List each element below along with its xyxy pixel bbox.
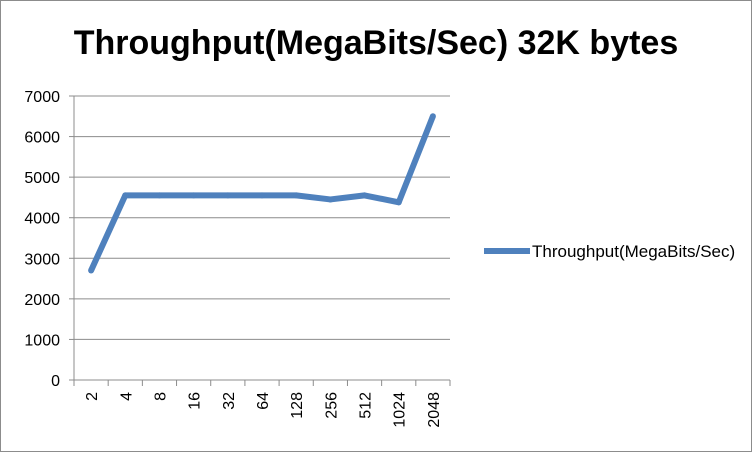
y-tick-label: 3000: [24, 251, 60, 268]
data-point: [395, 199, 402, 206]
series-layer: [88, 113, 436, 274]
axes: [69, 95, 451, 386]
y-tick-label: 1000: [24, 332, 60, 349]
x-tick-label: 128: [289, 392, 306, 419]
gridlines: [74, 95, 450, 340]
y-tick-label: 0: [51, 373, 60, 390]
data-point: [190, 192, 197, 199]
x-tick-label: 2: [84, 392, 101, 401]
data-point: [122, 192, 129, 199]
y-tick-label: 7000: [24, 89, 60, 106]
data-point: [361, 192, 368, 199]
data-point: [293, 192, 300, 199]
x-tick-label: 256: [323, 392, 340, 419]
x-tick-label: 8: [152, 392, 169, 401]
x-tick-label: 2048: [426, 392, 443, 428]
x-tick-label: 64: [255, 392, 272, 410]
x-tick-label: 32: [221, 392, 238, 410]
data-point: [429, 113, 436, 120]
x-tick-label: 512: [358, 392, 375, 419]
data-point: [224, 192, 231, 199]
data-point: [156, 192, 163, 199]
tick-labels: 0 1000 2000 3000 4000 5000 6000 7000 2 4 8 16 32 64 12…: [24, 89, 443, 428]
x-tick-label: 4: [118, 392, 135, 401]
x-tick-label: 16: [187, 392, 204, 410]
chart-title: Throughput(MegaBits/Sec) 32K bytes: [73, 24, 679, 62]
y-tick-label: 5000: [24, 170, 60, 187]
y-tick-label: 2000: [24, 292, 60, 309]
legend-label: Throughput(MegaBits/Sec): [532, 242, 736, 261]
data-point: [327, 196, 334, 203]
data-point: [88, 267, 95, 274]
y-tick-label: 6000: [24, 130, 60, 147]
y-tick-label: 4000: [24, 211, 60, 228]
data-point: [259, 192, 265, 199]
x-tick-label: 1024: [392, 392, 409, 428]
